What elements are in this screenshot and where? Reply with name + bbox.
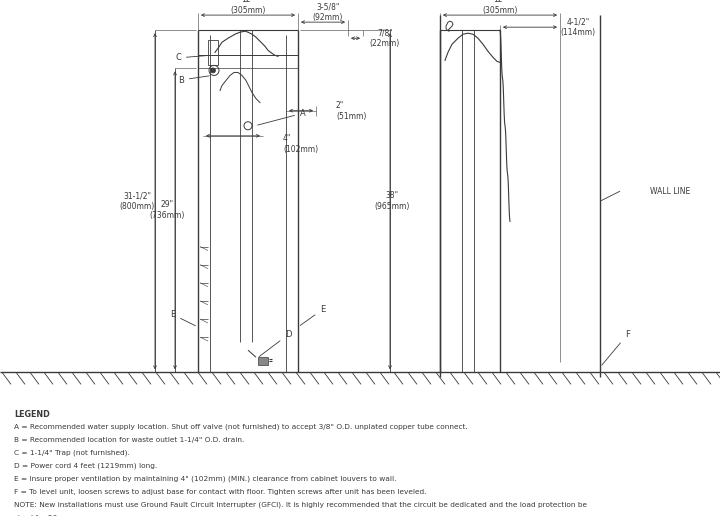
Text: D = Power cord 4 feet (1219mm) long.: D = Power cord 4 feet (1219mm) long. (14, 463, 158, 469)
Text: 31-1/2"
(800mm): 31-1/2" (800mm) (120, 191, 155, 211)
Text: C = 1-1/4" Trap (not furnished).: C = 1-1/4" Trap (not furnished). (14, 449, 130, 456)
Text: 4"
(102mm): 4" (102mm) (283, 134, 318, 154)
Text: A: A (258, 109, 306, 125)
Text: 12"
(305mm): 12" (305mm) (482, 0, 518, 15)
Text: 38"
(965mm): 38" (965mm) (374, 191, 410, 211)
Bar (258, 357, 268, 365)
Circle shape (210, 68, 215, 73)
Text: F: F (602, 330, 630, 365)
Text: LEGEND: LEGEND (14, 410, 50, 420)
Text: E: E (170, 310, 196, 326)
Bar (208, 40, 218, 66)
Text: B = Recommended location for waste outlet 1-1/4" O.D. drain.: B = Recommended location for waste outle… (14, 437, 245, 443)
Text: F = To level unit, loosen screws to adjust base for contact with floor. Tighten : F = To level unit, loosen screws to adju… (14, 489, 427, 495)
Text: 4-1/2"
(114mm): 4-1/2" (114mm) (560, 17, 595, 37)
Text: 2"
(51mm): 2" (51mm) (336, 101, 366, 121)
Text: sized for 20 amps.: sized for 20 amps. (14, 515, 83, 516)
Text: C: C (175, 53, 207, 62)
Text: B: B (178, 75, 210, 85)
Text: 3-5/8"
(92mm): 3-5/8" (92mm) (312, 2, 343, 22)
Text: 7/8"
(22mm): 7/8" (22mm) (370, 28, 400, 49)
Text: D: D (259, 330, 292, 357)
Text: E = Insure proper ventilation by maintaining 4" (102mm) (MIN.) clearance from ca: E = Insure proper ventilation by maintai… (14, 476, 397, 482)
Text: NOTE: New installations must use Ground Fault Circuit Interrupter (GFCI). It is : NOTE: New installations must use Ground … (14, 502, 588, 508)
Text: A = Recommended water supply location. Shut off valve (not furnished) to accept : A = Recommended water supply location. S… (14, 424, 468, 430)
Text: WALL LINE: WALL LINE (650, 187, 690, 196)
Text: 29"
(736mm): 29" (736mm) (149, 200, 185, 220)
Text: E: E (300, 305, 325, 326)
Text: 12"
(305mm): 12" (305mm) (230, 0, 266, 15)
